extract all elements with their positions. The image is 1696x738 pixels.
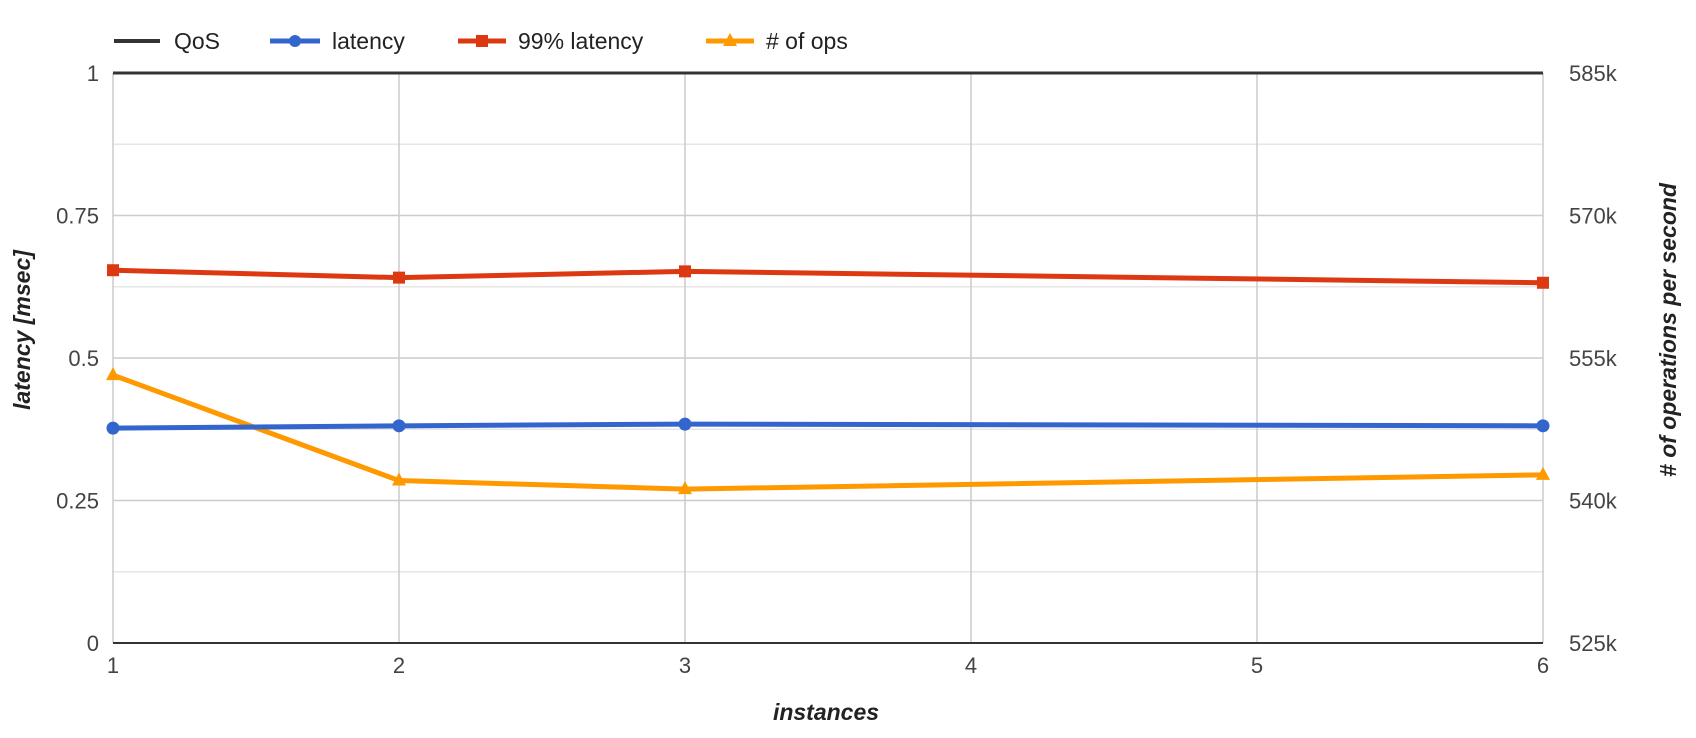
left-tick-label: 1 (87, 61, 99, 86)
right-tick-label: 585k (1569, 61, 1618, 86)
series-layer (106, 71, 1550, 495)
right-axis-title: # of operations per second (1655, 182, 1681, 477)
x-tick-label: 4 (965, 653, 977, 678)
series-latency (106, 417, 1550, 435)
left-tick-label: 0 (87, 631, 99, 656)
data-point-latency[interactable] (106, 421, 120, 435)
legend-marker-ops (723, 33, 737, 46)
right-tick-label: 525k (1569, 631, 1618, 656)
x-tick-label: 3 (679, 653, 691, 678)
legend-marker-latency (289, 35, 301, 47)
data-point-latency[interactable] (678, 417, 692, 431)
series-line-latency (112, 421, 1544, 431)
right-tick-label: 540k (1569, 489, 1618, 514)
data-point-of-ops[interactable] (106, 367, 120, 381)
legend-item-qos[interactable]: QoS (114, 28, 220, 54)
series-line-of-ops (112, 372, 1544, 492)
x-tick-label: 2 (393, 653, 405, 678)
data-point-99-latency[interactable] (393, 271, 405, 284)
right-tick-label: 570k (1569, 204, 1618, 229)
data-point-of-ops[interactable] (678, 481, 692, 495)
left-tick-label: 0.5 (68, 346, 99, 371)
right-axis-ticks: 525k 540k 555k 570k 585k (1569, 61, 1618, 656)
legend-item-99-latency[interactable]: 99% latency (458, 28, 644, 54)
right-tick-label: 555k (1569, 346, 1618, 371)
left-axis-title: latency [msec] (9, 249, 35, 410)
legend: QoS latency 99% latency # of ops (114, 28, 848, 54)
x-tick-label: 5 (1251, 653, 1263, 678)
legend-marker-99-latency (476, 35, 488, 47)
left-tick-label: 0.25 (56, 489, 99, 514)
legend-item-latency[interactable]: latency (270, 28, 405, 54)
series-line-99-latency (112, 267, 1544, 286)
left-tick-label: 0.75 (56, 204, 99, 229)
data-point-99-latency[interactable] (679, 265, 691, 278)
data-point-99-latency[interactable] (107, 264, 119, 277)
data-point-latency[interactable] (392, 419, 406, 433)
data-point-of-ops[interactable] (392, 472, 406, 486)
gridlines (112, 73, 1544, 644)
x-axis-ticks: 1 2 3 4 5 6 (107, 653, 1549, 678)
data-point-latency[interactable] (1536, 419, 1550, 433)
x-tick-label: 1 (107, 653, 119, 678)
data-point-of-ops[interactable] (1536, 466, 1550, 480)
series-99-latency (107, 264, 1549, 289)
x-tick-label: 6 (1537, 653, 1549, 678)
legend-label-qos: QoS (174, 28, 220, 54)
left-axis-ticks: 0 0.25 0.5 0.75 1 (56, 61, 99, 656)
legend-label-99-latency: 99% latency (518, 28, 644, 54)
series-of-ops (106, 367, 1550, 495)
data-point-99-latency[interactable] (1537, 276, 1549, 289)
legend-label-ops: # of ops (766, 28, 848, 54)
x-axis-title: instances (773, 699, 879, 725)
legend-label-latency: latency (332, 28, 405, 54)
legend-item-ops[interactable]: # of ops (706, 28, 848, 54)
